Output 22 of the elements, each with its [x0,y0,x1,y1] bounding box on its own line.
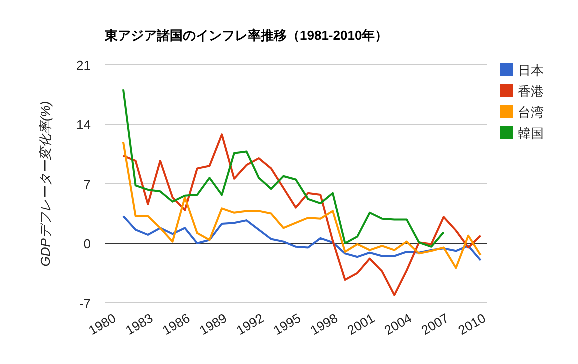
x-tick-label: 1986 [160,310,193,338]
x-tick-label: 1989 [197,310,230,338]
legend-label: 台湾 [518,105,544,120]
chart-title: 東アジア諸国のインフレ率推移（1981-2010年） [104,28,388,43]
x-tick-label: 2001 [344,310,378,338]
x-tick-label: 1998 [308,310,340,338]
y-tick-label: 7 [84,177,91,192]
y-tick-label: 21 [76,58,91,73]
x-tick-label: 1992 [234,310,267,338]
x-tick-label: 1980 [86,310,119,338]
x-tick-label: 2004 [382,310,414,338]
x-tick-label: 1983 [123,310,156,338]
y-tick-label: 0 [84,236,91,252]
y-tick-label: -7 [79,296,91,311]
x-tick-label: 2010 [456,310,488,338]
legend-label: 韓国 [518,126,544,141]
y-tick-label: 14 [76,118,91,132]
legend-label: 日本 [518,63,544,78]
legend-label: 香港 [518,84,544,99]
x-tick-label: 2007 [418,310,452,338]
y-axis-title: GDPデフレーター変化率(%) [38,101,53,267]
x-tick-label: 1995 [270,310,304,338]
